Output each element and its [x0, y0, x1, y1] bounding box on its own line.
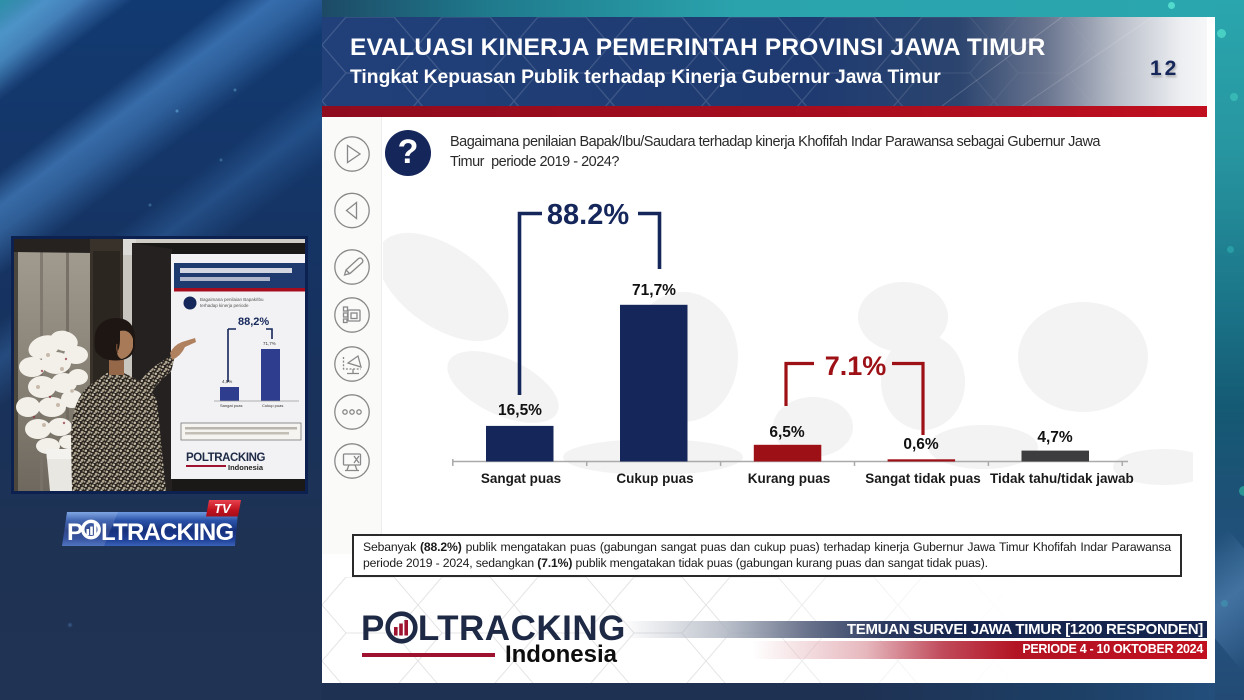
svg-text:Cukup puas: Cukup puas	[262, 403, 283, 408]
svg-text:POLTRACKING: POLTRACKING	[186, 452, 266, 464]
svg-text:Sangat puas: Sangat puas	[220, 403, 242, 408]
svg-text:P: P	[67, 519, 83, 546]
svg-text:Indonesia: Indonesia	[228, 463, 264, 472]
svg-text:88,2%: 88,2%	[238, 316, 269, 328]
svg-text:71,7%: 71,7%	[263, 341, 276, 346]
svg-text:Bagaimana penilaian Bapak/Ibu: Bagaimana penilaian Bapak/Ibu	[200, 297, 264, 302]
svg-text:4,5%: 4,5%	[222, 379, 232, 384]
svg-text:TV: TV	[214, 501, 232, 516]
svg-text:LTRACKING: LTRACKING	[101, 519, 233, 546]
svg-text:terhadap kinerja periode: terhadap kinerja periode	[200, 303, 249, 308]
